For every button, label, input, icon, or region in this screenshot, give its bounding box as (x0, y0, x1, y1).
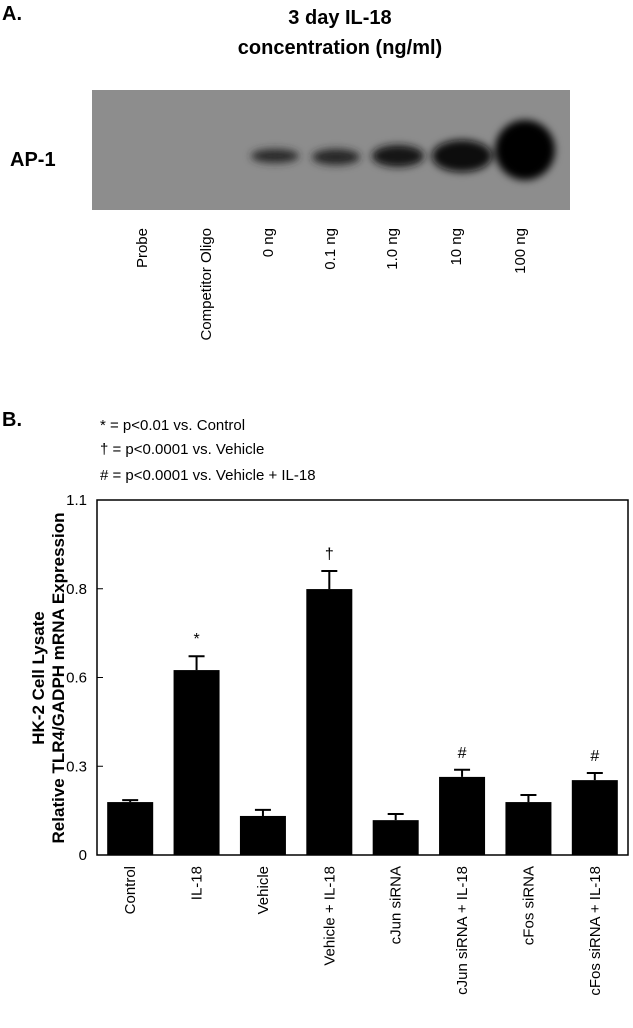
x-tick-label: Vehicle + IL-18 (321, 866, 338, 966)
error-bar (321, 570, 338, 590)
error-bar (387, 813, 404, 821)
y-tick-label: 0.8 (66, 581, 87, 598)
lane-label: 100 ng (512, 228, 529, 274)
lane-label: Competitor Oligo (198, 228, 215, 341)
y-tick-label: 0.6 (66, 670, 87, 687)
x-tick-label: Vehicle (255, 866, 272, 914)
footnote: * = p<0.01 vs. Control (100, 417, 245, 434)
x-tick-label: cJun siRNA (388, 866, 405, 944)
panel-label: A. (2, 3, 22, 25)
significance-marker: * (193, 631, 199, 648)
bar (107, 802, 154, 855)
y-tick-label: 0.3 (66, 758, 87, 775)
bar (571, 780, 618, 855)
bar (173, 670, 220, 855)
y-tick-label: 0 (79, 847, 87, 864)
y-axis-title: HK-2 Cell Lysate (29, 611, 48, 745)
bar (372, 820, 419, 855)
band-label: AP-1 (10, 149, 56, 171)
panel-label: B. (2, 409, 22, 431)
significance-marker: † (325, 546, 334, 563)
error-bar (122, 799, 139, 803)
x-tick-label: Control (122, 866, 139, 914)
x-tick-label: cFos siRNA + IL-18 (587, 866, 604, 996)
y-axis-title: Relative TLR4/GADPH mRNA Expression (49, 513, 68, 844)
lane-label: 1.0 ng (384, 228, 401, 270)
lane-label: 10 ng (448, 228, 465, 266)
error-bar (188, 655, 205, 671)
bar (439, 776, 486, 855)
y-tick-label: 1.1 (66, 492, 87, 509)
error-bar (254, 808, 271, 816)
lane-label: 0 ng (260, 228, 277, 257)
error-bar (586, 772, 603, 781)
bar (239, 815, 286, 855)
lane-labels: Probe Competitor Oligo 0 ng 0.1 ng 1.0 ng 10 … (134, 228, 529, 341)
error-bar (520, 793, 537, 803)
significance-marker: # (590, 748, 599, 765)
footnote: # = p<0.0001 vs. Vehicle + IL-18 (100, 467, 316, 484)
x-tick-label: IL-18 (189, 866, 206, 900)
gel-title: concentration (ng/ml) (238, 37, 442, 59)
significance-marker: # (458, 745, 467, 762)
bar (505, 802, 552, 855)
lane-label: 0.1 ng (322, 228, 339, 270)
bar (306, 589, 353, 855)
gel-title: 3 day IL-18 (288, 7, 391, 29)
error-bar (454, 768, 471, 777)
gel-bands (251, 120, 555, 180)
x-tick-label: cFos siRNA (520, 866, 537, 945)
footnote: † = p<0.0001 vs. Vehicle (100, 441, 264, 458)
x-tick-label: cJun siRNA + IL-18 (454, 866, 471, 995)
lane-label: Probe (134, 228, 151, 268)
